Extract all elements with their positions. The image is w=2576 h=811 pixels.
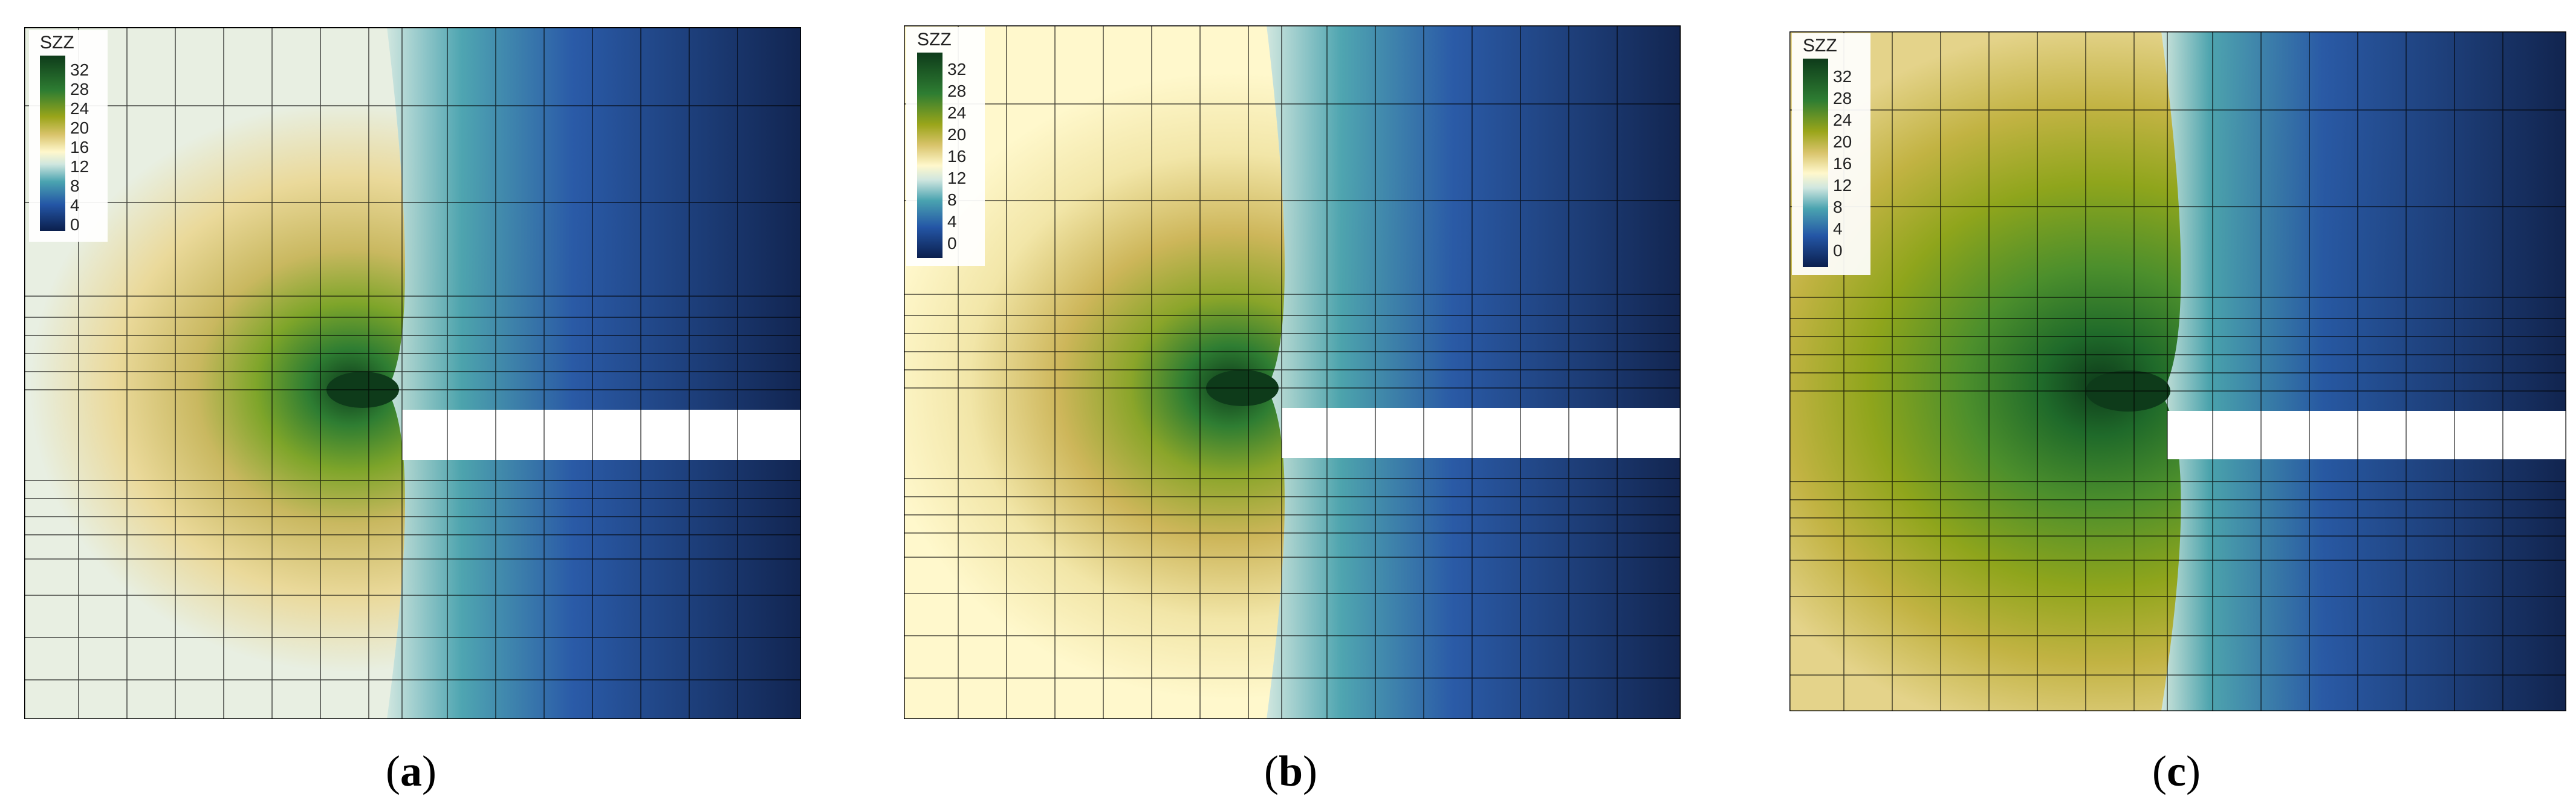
legend-label: 24 — [1833, 111, 1852, 129]
panel-c: SZZ 32 28 24 20 16 12 8 4 0 (c) — [1765, 0, 2566, 811]
legend-colorbar — [1803, 59, 1828, 267]
panel-a: SZZ 32 28 24 20 16 12 8 4 0 (a) — [0, 0, 801, 811]
legend-label: 0 — [1833, 241, 1843, 260]
legend-label: 16 — [70, 138, 89, 157]
panel-b: SZZ 32 28 24 20 16 12 8 4 0 (b) — [880, 0, 1681, 811]
legend-label: 24 — [947, 103, 967, 122]
legend-label: 8 — [947, 190, 957, 209]
legend-label: 28 — [947, 82, 967, 100]
legend-label: 32 — [1833, 67, 1852, 86]
legend-label: 20 — [70, 118, 89, 137]
legend-label: 28 — [1833, 89, 1852, 108]
legend-label: 0 — [70, 215, 80, 234]
legend-label: 12 — [947, 169, 967, 187]
legend-label: 8 — [70, 176, 80, 195]
panel-caption-a: (a) — [386, 747, 436, 795]
legend-label: 28 — [70, 80, 89, 99]
legend-label: 16 — [1833, 154, 1852, 173]
contour-plot-a — [24, 27, 801, 719]
color-legend-c: SZZ 32 28 24 20 16 12 8 4 0 — [1792, 33, 1870, 275]
legend-label: 4 — [1833, 219, 1843, 238]
legend-label: 12 — [1833, 176, 1852, 195]
legend-label: 24 — [70, 99, 89, 118]
legend-label: 8 — [1833, 198, 1843, 216]
legend-title: SZZ — [40, 33, 74, 53]
legend-label: 20 — [1833, 132, 1852, 151]
legend-label: 4 — [947, 212, 957, 231]
color-legend-a: SZZ 32 28 24 20 16 12 8 4 0 — [29, 30, 108, 242]
legend-colorbar — [917, 53, 942, 258]
legend-title: SZZ — [917, 30, 952, 50]
color-legend-b: SZZ 32 28 24 20 16 12 8 4 0 — [906, 27, 985, 266]
legend-label: 32 — [947, 60, 967, 79]
legend-label: 32 — [70, 60, 89, 79]
legend-label: 4 — [70, 196, 80, 215]
legend-colorbar — [40, 56, 65, 231]
legend-title: SZZ — [1803, 36, 1837, 56]
legend-label: 0 — [947, 234, 957, 253]
legend-label: 20 — [947, 125, 967, 144]
legend-label: 16 — [947, 147, 967, 166]
contour-plot-b — [904, 25, 1681, 719]
panel-caption-c: (c) — [2152, 747, 2201, 795]
panel-caption-b: (b) — [1264, 747, 1317, 795]
legend-label: 12 — [70, 157, 89, 176]
contour-plot-c — [1789, 31, 2566, 711]
